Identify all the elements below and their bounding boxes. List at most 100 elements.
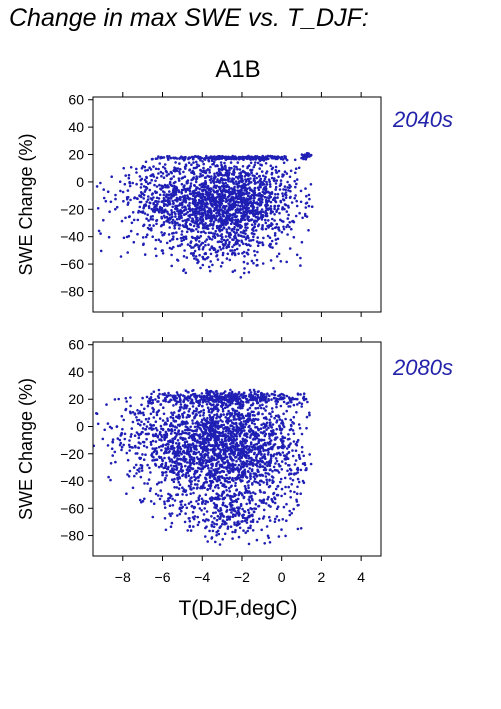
data-point [125,451,129,455]
data-point [246,448,249,451]
data-point [253,189,256,193]
data-point [275,226,278,229]
data-point [227,432,230,435]
data-point [162,204,166,207]
data-point [269,212,273,215]
data-point [163,167,167,170]
data-point [255,453,259,457]
data-point [229,419,233,422]
data-point [293,196,297,200]
data-point [252,229,255,233]
data-point [168,440,171,444]
data-point [219,470,222,474]
data-point [151,157,154,161]
data-point [172,411,176,414]
data-point [212,525,216,528]
data-point [268,412,271,415]
data-point [249,477,252,481]
data-point [247,164,251,167]
data-point [222,219,225,223]
data-point [240,189,243,192]
data-point [236,466,239,469]
data-point [176,446,180,450]
data-point [178,224,182,227]
data-point [174,204,177,208]
data-point [255,436,258,440]
data-point [155,219,158,222]
data-point [222,226,226,229]
data-point [233,467,236,471]
data-point [206,434,209,438]
data-point [216,479,220,482]
data-point [259,406,263,410]
data-point [162,406,165,410]
data-point [216,180,219,183]
data-point [218,452,221,455]
data-point [247,542,251,546]
data-point [250,155,254,159]
data-point [158,193,162,197]
data-point [227,409,230,413]
data-point [216,409,220,413]
data-point [217,167,221,171]
data-point [178,227,181,230]
data-point [177,487,181,490]
data-point [214,218,218,222]
data-point [208,208,211,212]
data-point [242,250,246,254]
data-point [267,226,270,229]
data-point [185,461,189,464]
data-point [235,498,238,502]
data-point [215,226,219,230]
data-point [295,411,298,414]
data-point [127,443,131,447]
data-point [277,252,281,256]
data-point [163,506,167,510]
data-point [193,437,197,441]
data-point [212,408,215,412]
data-point [239,195,243,199]
data-point [197,502,200,506]
data-point [243,189,246,192]
data-point [273,232,277,235]
data-point [186,227,190,231]
data-point [158,162,161,165]
data-point [213,453,216,457]
data-point [274,462,277,465]
data-point [258,473,261,477]
data-point [192,200,195,203]
data-point [152,410,155,414]
data-point [218,463,222,467]
data-point [157,238,161,241]
data-point [294,171,297,175]
data-point [294,472,298,475]
data-point [225,455,229,459]
data-point [237,417,240,421]
data-point [192,409,196,413]
data-point [195,155,198,158]
data-point [150,402,154,405]
data-point [236,189,240,192]
data-point [188,156,192,160]
data-point [210,199,214,202]
data-point [256,464,259,468]
data-point [214,426,217,429]
data-point [146,168,149,172]
data-point [135,416,138,419]
data-point [264,443,268,447]
data-point [224,181,227,185]
data-point [228,258,232,262]
data-point [292,507,296,511]
data-point [249,427,252,431]
data-point [149,500,153,503]
data-point [150,229,153,232]
data-point [249,391,253,394]
data-point [183,249,186,252]
data-point [253,196,256,200]
data-point [150,453,153,457]
data-point [210,444,214,447]
data-point [144,169,147,172]
data-point [118,180,122,183]
data-point [258,404,262,407]
data-point [232,203,236,206]
